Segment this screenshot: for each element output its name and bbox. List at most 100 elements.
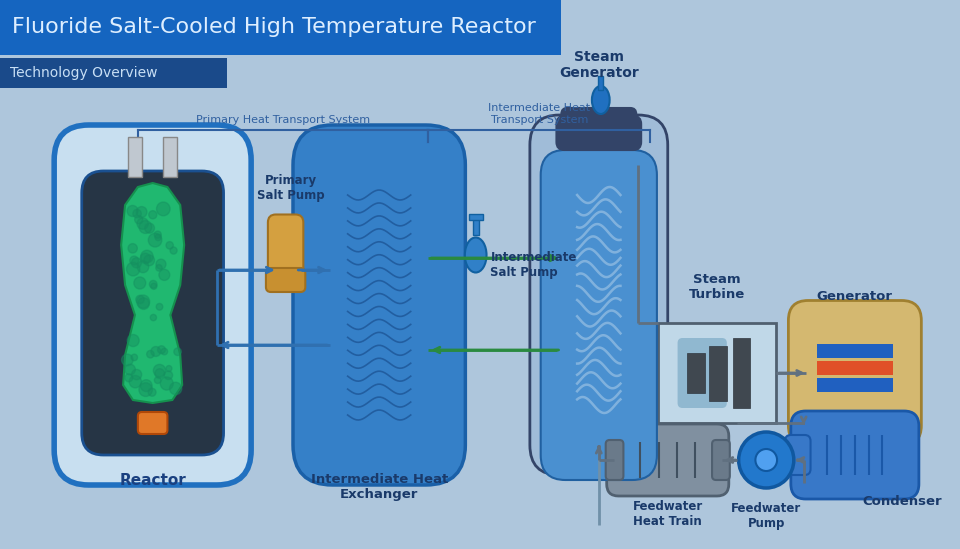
Circle shape [156, 202, 170, 216]
Circle shape [149, 211, 156, 219]
Circle shape [130, 256, 138, 265]
Circle shape [131, 354, 137, 361]
Bar [468, 214, 483, 220]
Bar [817, 344, 893, 358]
Circle shape [136, 295, 150, 308]
Circle shape [151, 346, 160, 356]
Circle shape [140, 253, 151, 264]
Circle shape [137, 218, 148, 229]
Circle shape [155, 377, 161, 384]
Circle shape [150, 281, 157, 288]
Circle shape [125, 364, 135, 375]
Circle shape [128, 244, 137, 253]
FancyBboxPatch shape [266, 268, 305, 292]
Circle shape [127, 262, 140, 276]
Text: Intermediate Heat
Exchanger: Intermediate Heat Exchanger [310, 473, 447, 501]
FancyBboxPatch shape [293, 125, 466, 485]
Circle shape [140, 380, 152, 391]
Text: Steam
Generator: Steam Generator [559, 50, 638, 80]
Circle shape [135, 295, 144, 304]
Circle shape [148, 388, 156, 396]
Circle shape [122, 354, 133, 366]
Circle shape [154, 365, 166, 377]
FancyBboxPatch shape [678, 338, 727, 408]
Circle shape [128, 334, 139, 346]
Circle shape [161, 348, 168, 355]
Bar [128, 137, 142, 177]
Circle shape [144, 255, 155, 266]
Bar [163, 137, 178, 177]
Polygon shape [687, 353, 706, 393]
Text: Technology Overview: Technology Overview [10, 66, 157, 80]
Polygon shape [121, 183, 184, 403]
FancyBboxPatch shape [791, 411, 919, 499]
FancyBboxPatch shape [712, 440, 730, 480]
Circle shape [132, 257, 141, 268]
Circle shape [145, 223, 155, 233]
Circle shape [155, 234, 161, 240]
FancyBboxPatch shape [82, 171, 224, 455]
Circle shape [148, 233, 162, 247]
Circle shape [130, 376, 141, 388]
Text: Feedwater
Pump: Feedwater Pump [732, 502, 802, 530]
Text: Intermediate Heat
Transport System: Intermediate Heat Transport System [488, 103, 590, 125]
Polygon shape [709, 345, 727, 401]
Circle shape [141, 250, 154, 263]
Text: Condenser: Condenser [863, 495, 943, 508]
Circle shape [156, 259, 166, 270]
Circle shape [155, 369, 164, 378]
FancyBboxPatch shape [138, 412, 167, 434]
Circle shape [157, 346, 165, 354]
Bar [0, 58, 227, 88]
Circle shape [139, 383, 153, 396]
Circle shape [139, 221, 152, 233]
Circle shape [132, 209, 141, 218]
Text: Generator: Generator [817, 290, 893, 303]
Circle shape [151, 315, 156, 321]
Circle shape [170, 247, 177, 254]
FancyBboxPatch shape [557, 116, 641, 150]
FancyBboxPatch shape [606, 440, 623, 480]
Polygon shape [732, 338, 751, 408]
Circle shape [132, 369, 142, 380]
Circle shape [164, 371, 173, 379]
FancyBboxPatch shape [562, 108, 636, 132]
Circle shape [159, 270, 170, 281]
Circle shape [151, 283, 156, 289]
Bar [817, 378, 893, 392]
Circle shape [170, 382, 181, 395]
FancyBboxPatch shape [540, 150, 657, 480]
Circle shape [756, 449, 777, 471]
Text: Reactor: Reactor [119, 473, 186, 488]
FancyBboxPatch shape [788, 300, 922, 445]
Circle shape [138, 298, 150, 310]
FancyBboxPatch shape [785, 435, 810, 475]
Circle shape [156, 304, 163, 310]
Circle shape [136, 206, 147, 217]
Circle shape [134, 215, 143, 224]
Bar [658, 323, 776, 423]
Ellipse shape [465, 238, 487, 272]
Circle shape [147, 350, 155, 358]
Text: Intermediate
Salt Pump: Intermediate Salt Pump [491, 251, 577, 279]
Text: Steam
Turbine: Steam Turbine [689, 273, 745, 301]
Circle shape [127, 205, 138, 216]
FancyBboxPatch shape [607, 424, 729, 496]
Circle shape [156, 265, 162, 271]
Text: Primary Heat Transport System: Primary Heat Transport System [196, 115, 371, 125]
Circle shape [738, 432, 794, 488]
FancyBboxPatch shape [530, 115, 668, 475]
FancyBboxPatch shape [268, 215, 303, 285]
Bar [0, 0, 562, 55]
Circle shape [166, 366, 172, 372]
Circle shape [155, 231, 161, 238]
Text: Primary
Salt Pump: Primary Salt Pump [256, 174, 324, 202]
Bar [817, 361, 893, 375]
Ellipse shape [592, 86, 610, 114]
Text: Fluoride Salt-Cooled High Temperature Reactor: Fluoride Salt-Cooled High Temperature Re… [12, 17, 536, 37]
Circle shape [166, 242, 174, 249]
Bar [472, 219, 479, 235]
Circle shape [137, 261, 149, 273]
Circle shape [174, 348, 181, 356]
Circle shape [125, 374, 132, 382]
